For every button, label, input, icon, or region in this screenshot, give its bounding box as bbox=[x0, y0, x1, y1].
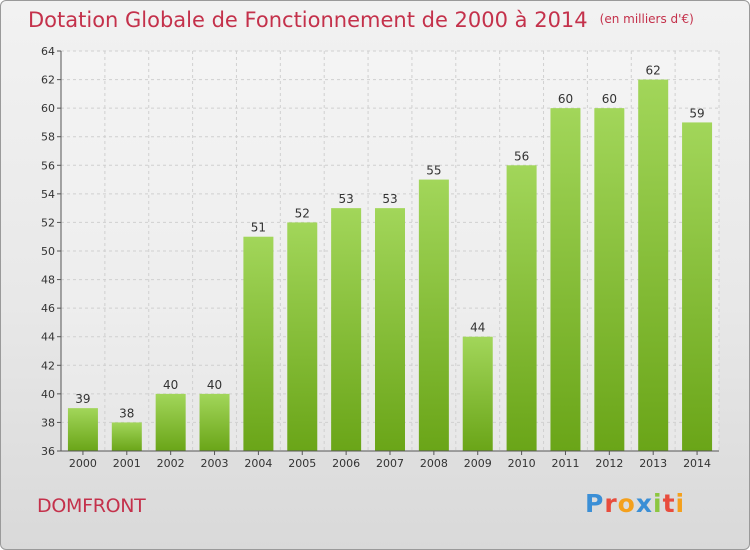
y-tick-label: 50 bbox=[41, 245, 55, 258]
x-tick-label: 2009 bbox=[464, 457, 492, 470]
bar-2005 bbox=[287, 222, 318, 451]
bar-value-label: 40 bbox=[163, 378, 178, 392]
labels: 36 38 40 42 44 46 48 50 52 54 56 58 60 62 64 39 2000 38 20… bbox=[41, 45, 711, 470]
x-tick-label: 2014 bbox=[683, 457, 711, 470]
x-tick-label: 2011 bbox=[551, 457, 579, 470]
bar-2007 bbox=[375, 208, 405, 451]
bars bbox=[67, 79, 713, 452]
y-tick-label: 60 bbox=[41, 102, 55, 115]
bar-2012 bbox=[594, 108, 625, 452]
bar-2002 bbox=[155, 393, 186, 451]
bar-2014 bbox=[682, 122, 713, 451]
x-tick-label: 2000 bbox=[69, 457, 97, 470]
x-tick-label: 2012 bbox=[595, 457, 623, 470]
y-tick-label: 42 bbox=[41, 359, 55, 372]
bar-2000 bbox=[67, 408, 98, 451]
y-tick-label: 58 bbox=[41, 131, 55, 144]
chart-title-text: Dotation Globale de Fonctionnement de 20… bbox=[28, 8, 588, 32]
y-tick-label: 36 bbox=[41, 445, 55, 458]
axes bbox=[57, 50, 719, 455]
logo-letter: i bbox=[675, 489, 686, 518]
bar-2003 bbox=[199, 393, 230, 451]
x-tick-label: 2010 bbox=[508, 457, 536, 470]
bar-value-label: 56 bbox=[514, 149, 529, 163]
bar-value-label: 53 bbox=[382, 192, 397, 206]
bar-2011 bbox=[550, 108, 581, 452]
bar-2009 bbox=[462, 336, 493, 451]
y-tick-label: 44 bbox=[41, 331, 55, 344]
x-tick-label: 2003 bbox=[201, 457, 229, 470]
bar-value-label: 60 bbox=[558, 92, 573, 106]
x-tick-label: 2005 bbox=[288, 457, 316, 470]
bar-value-label: 59 bbox=[689, 106, 704, 120]
bar-value-label: 44 bbox=[470, 321, 485, 335]
y-tick-label: 54 bbox=[41, 188, 55, 201]
x-tick-label: 2001 bbox=[113, 457, 141, 470]
bar-value-label: 39 bbox=[75, 392, 90, 406]
x-tick-label: 2002 bbox=[157, 457, 185, 470]
y-tick-label: 40 bbox=[41, 388, 55, 401]
x-tick-label: 2004 bbox=[244, 457, 272, 470]
x-tick-label: 2007 bbox=[376, 457, 404, 470]
bar-2010 bbox=[506, 165, 537, 452]
x-tick-label: 2008 bbox=[420, 457, 448, 470]
bar-value-label: 40 bbox=[207, 378, 222, 392]
logo-letter: r bbox=[604, 489, 618, 518]
bar-2008 bbox=[418, 179, 449, 452]
bar-2006 bbox=[331, 208, 362, 451]
chart-title: Dotation Globale de Fonctionnement de 20… bbox=[28, 8, 694, 32]
logo-letter: P bbox=[585, 489, 605, 518]
y-tick-label: 62 bbox=[41, 74, 55, 87]
bar-value-label: 52 bbox=[295, 206, 310, 220]
logo-letter: t bbox=[662, 489, 676, 518]
bar-2013 bbox=[638, 79, 669, 452]
y-tick-label: 38 bbox=[41, 416, 55, 429]
bar-2004 bbox=[243, 236, 274, 451]
bar-value-label: 62 bbox=[646, 64, 661, 78]
y-tick-label: 46 bbox=[41, 302, 55, 315]
bar-value-label: 38 bbox=[119, 406, 134, 420]
bar-2001 bbox=[111, 422, 142, 451]
logo-letter: o bbox=[617, 489, 636, 518]
bar-value-label: 53 bbox=[338, 192, 353, 206]
location-name: DOMFRONT bbox=[37, 495, 146, 517]
x-tick-label: 2006 bbox=[332, 457, 360, 470]
x-tick-label: 2013 bbox=[639, 457, 667, 470]
bar-value-label: 60 bbox=[602, 92, 617, 106]
y-tick-label: 56 bbox=[41, 159, 55, 172]
chart-title-unit: (en milliers d'€) bbox=[599, 12, 694, 26]
y-tick-label: 52 bbox=[41, 216, 55, 229]
y-tick-label: 64 bbox=[41, 45, 55, 58]
bar-value-label: 55 bbox=[426, 164, 441, 178]
bar-value-label: 51 bbox=[251, 221, 266, 235]
logo-letter: i bbox=[653, 489, 663, 518]
logo-letter: x bbox=[635, 489, 653, 518]
proxiti-logo: Proxiti bbox=[585, 489, 685, 518]
y-tick-label: 48 bbox=[41, 274, 55, 287]
